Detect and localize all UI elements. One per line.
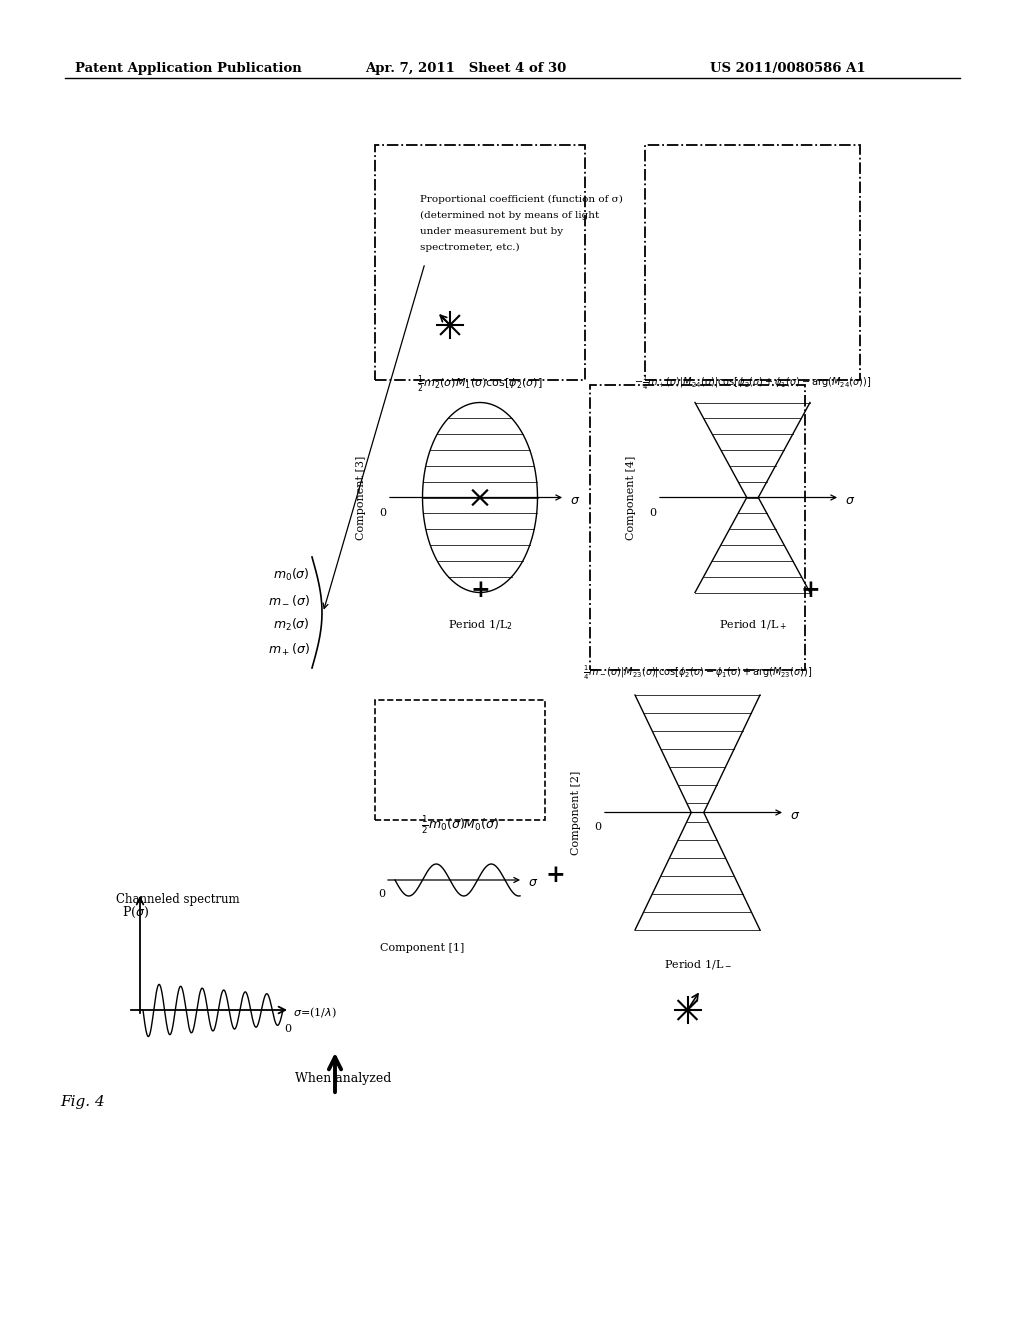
- Text: Apr. 7, 2011   Sheet 4 of 30: Apr. 7, 2011 Sheet 4 of 30: [365, 62, 566, 75]
- Text: Patent Application Publication: Patent Application Publication: [75, 62, 302, 75]
- Text: 0: 0: [595, 822, 601, 833]
- Text: $\sigma$: $\sigma$: [845, 494, 855, 507]
- Text: $\frac{1}{4}m_-(\sigma)|M_{23}(\sigma)|\cos[\phi_2(\sigma)-\phi_1(\sigma)+\mathr: $\frac{1}{4}m_-(\sigma)|M_{23}(\sigma)|\…: [583, 664, 812, 682]
- Text: $m_-(\sigma)$: $m_-(\sigma)$: [268, 593, 310, 607]
- Text: Channeled spectrum: Channeled spectrum: [116, 894, 240, 906]
- Text: spectrometer, etc.): spectrometer, etc.): [420, 243, 519, 252]
- Text: Fig. 4: Fig. 4: [60, 1096, 104, 1109]
- Text: +: +: [545, 863, 565, 887]
- Text: $m_2(\sigma)$: $m_2(\sigma)$: [273, 616, 310, 634]
- Text: under measurement but by: under measurement but by: [420, 227, 563, 236]
- Text: $m_0(\sigma)$: $m_0(\sigma)$: [273, 568, 310, 583]
- Text: US 2011/0080586 A1: US 2011/0080586 A1: [710, 62, 865, 75]
- Text: $m_+(\sigma)$: $m_+(\sigma)$: [268, 642, 310, 659]
- Text: $\frac{1}{2}m_2(\sigma)M_1(\sigma)\cos[\phi_2(\sigma)]$: $\frac{1}{2}m_2(\sigma)M_1(\sigma)\cos[\…: [417, 374, 543, 396]
- Text: 0: 0: [649, 507, 656, 517]
- Text: When analyzed: When analyzed: [295, 1072, 391, 1085]
- Text: 0: 0: [380, 507, 387, 517]
- Text: +: +: [470, 578, 489, 602]
- Text: (determined not by means of light: (determined not by means of light: [420, 211, 599, 220]
- Text: 0: 0: [285, 1024, 292, 1034]
- Text: 0: 0: [379, 888, 386, 899]
- Text: P($\sigma$): P($\sigma$): [122, 906, 150, 920]
- Text: Component [4]: Component [4]: [626, 455, 636, 540]
- Text: $\frac{1}{2}m_0(\sigma)M_0(\sigma)$: $\frac{1}{2}m_0(\sigma)M_0(\sigma)$: [421, 814, 499, 836]
- Text: $\sigma$=(1/$\lambda$): $\sigma$=(1/$\lambda$): [293, 1006, 337, 1020]
- Text: Period 1/L$_2$: Period 1/L$_2$: [447, 618, 512, 631]
- Text: Component [1]: Component [1]: [380, 942, 464, 953]
- Text: Component [2]: Component [2]: [571, 771, 581, 854]
- Text: $\sigma$: $\sigma$: [528, 876, 539, 890]
- Text: Component [3]: Component [3]: [356, 455, 366, 540]
- Text: Proportional coefficient (function of σ): Proportional coefficient (function of σ): [420, 195, 623, 205]
- Text: +: +: [800, 578, 820, 602]
- Text: $-\frac{1}{4}m_+(\sigma)|M_{24}(\sigma)|\cos[\phi_2(\sigma)+\phi_1(\sigma)-\math: $-\frac{1}{4}m_+(\sigma)|M_{24}(\sigma)|…: [634, 374, 871, 392]
- Text: $\sigma$: $\sigma$: [790, 809, 800, 822]
- Text: $\sigma$: $\sigma$: [570, 494, 581, 507]
- Text: Period 1/L$_-$: Period 1/L$_-$: [664, 958, 731, 972]
- Text: Period 1/L$_+$: Period 1/L$_+$: [719, 618, 786, 631]
